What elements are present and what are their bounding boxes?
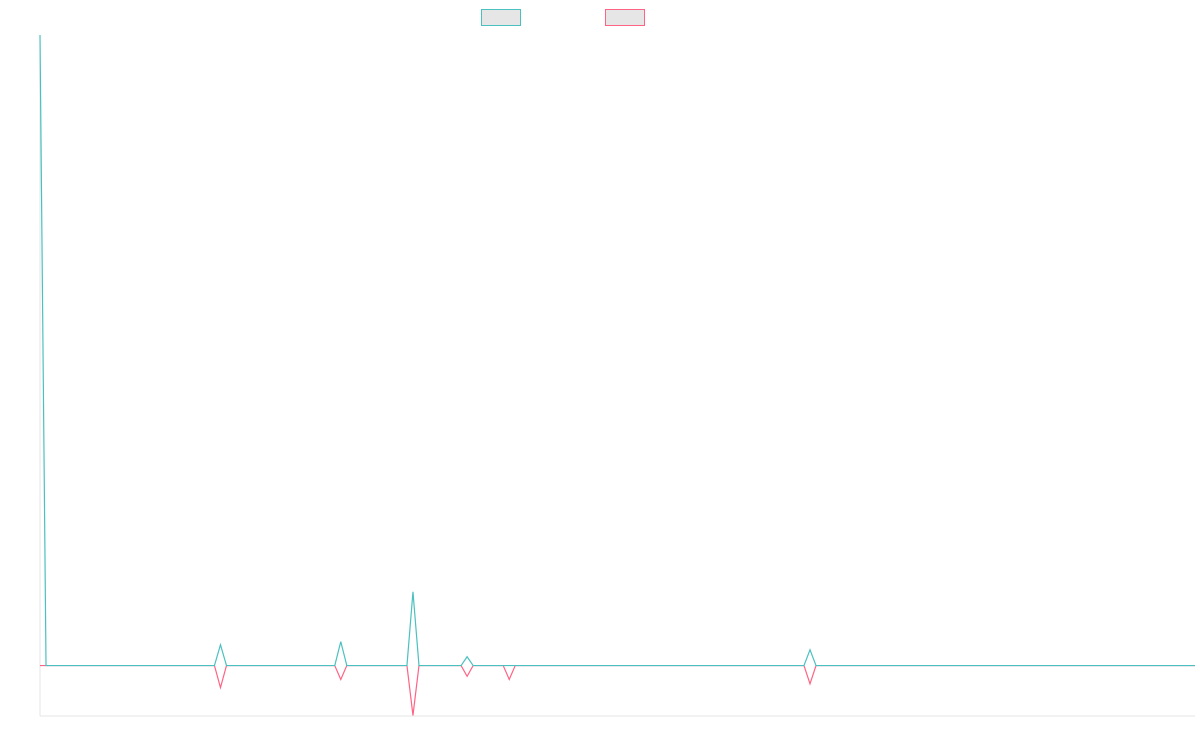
line-series (39, 34, 1195, 667)
legend-swatch (481, 9, 521, 26)
line-series (40, 664, 1195, 716)
legend-swatch (605, 9, 645, 26)
